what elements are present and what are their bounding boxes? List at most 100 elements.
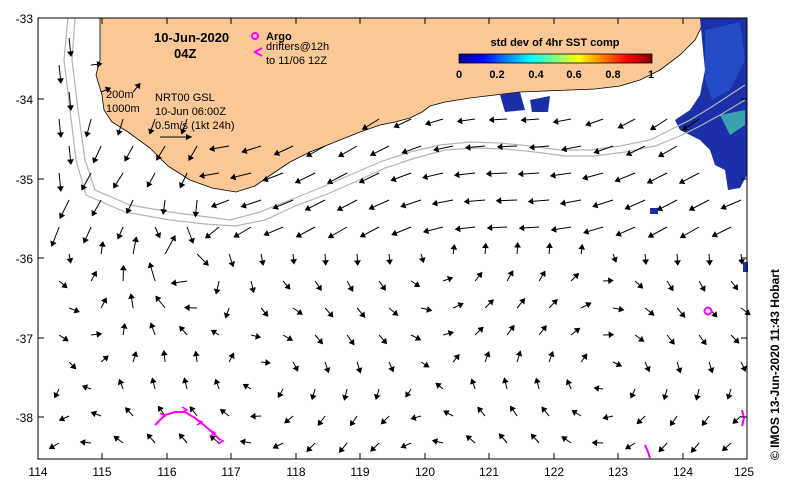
colorbar-title: std dev of 4hr SST comp <box>491 37 620 49</box>
current-arrowhead <box>120 322 128 329</box>
current-arrowhead <box>720 203 727 210</box>
current-arrowhead <box>410 414 417 421</box>
current-arrowhead <box>96 330 103 338</box>
map-time: 04Z <box>174 46 196 61</box>
current-arrowhead <box>228 261 235 268</box>
current-arrowhead <box>486 224 493 232</box>
product-name: NRT00 GSL <box>155 92 215 104</box>
current-arrowhead <box>514 242 521 248</box>
current-arrowhead <box>239 438 246 446</box>
current-arrowhead <box>315 284 322 291</box>
current-arrowhead <box>359 311 366 318</box>
current-arrowhead <box>323 367 331 374</box>
current-arrowhead <box>571 409 578 416</box>
x-tick-label: 124 <box>673 465 693 479</box>
current-arrowhead <box>179 325 186 333</box>
current-arrowhead <box>585 302 592 309</box>
current-arrowhead <box>67 51 74 57</box>
current-arrowhead <box>296 308 303 315</box>
current-arrowhead <box>675 367 683 374</box>
current-arrowhead <box>369 150 377 157</box>
current-arrowhead <box>592 201 599 209</box>
current-arrowhead <box>262 310 269 317</box>
current-arrowhead <box>262 175 269 183</box>
contour-200-label: 200m <box>106 89 134 101</box>
current-arrowhead <box>464 143 471 151</box>
map-date: 10-Jun-2020 <box>154 30 229 45</box>
current-arrowhead <box>104 86 112 93</box>
scale-arrowhead <box>186 134 192 140</box>
current-arrowhead <box>711 311 718 318</box>
current-arrowhead <box>465 435 473 442</box>
current-arrowhead <box>160 208 168 215</box>
current-arrowhead <box>405 391 412 398</box>
current-arrowhead <box>546 242 553 249</box>
colorbar-ticks: 0 0.2 0.4 0.6 0.8 1 <box>456 69 654 81</box>
current-arrowhead <box>431 438 439 445</box>
current-arrowhead <box>306 151 313 157</box>
current-arrowhead <box>688 204 696 211</box>
current-arrowhead <box>561 436 568 443</box>
current-arrowhead <box>470 378 477 385</box>
current-arrowhead <box>327 232 335 239</box>
current-arrowhead <box>198 172 205 179</box>
current-arrowhead <box>210 329 218 336</box>
current-arrowhead <box>370 445 377 452</box>
current-arrowhead <box>66 257 74 264</box>
current-arrowhead <box>401 148 408 155</box>
current-arrowhead <box>583 228 590 235</box>
current-arrowhead <box>134 82 141 90</box>
current-arrowhead <box>180 128 187 135</box>
current-arrowhead <box>349 419 356 427</box>
current-arrowhead <box>457 302 464 309</box>
colorbar-tick: 0.2 <box>489 69 504 81</box>
current-arrowhead <box>487 299 494 306</box>
current-arrowhead <box>527 197 534 205</box>
current-arrowhead <box>150 377 157 384</box>
current-arrowhead <box>326 178 334 185</box>
current-arrowhead <box>53 391 60 399</box>
y-tick-label: -37 <box>16 332 34 346</box>
current-arrowhead <box>488 116 495 124</box>
current-arrowhead <box>380 337 388 345</box>
current-arrowhead <box>585 120 592 127</box>
current-arrowhead <box>642 259 649 265</box>
current-arrowhead <box>119 264 127 271</box>
argo-legend-icon <box>251 32 259 40</box>
current-arrowhead <box>79 439 86 446</box>
current-arrowhead <box>608 277 614 285</box>
current-arrowhead <box>254 332 262 340</box>
current-arrowhead <box>552 118 559 125</box>
current-arrowhead <box>189 406 196 413</box>
current-arrowhead <box>146 433 153 440</box>
current-arrowhead <box>608 331 615 339</box>
plot-frame <box>37 17 748 460</box>
current-arrowhead <box>414 334 422 341</box>
current-arrowhead <box>463 197 470 205</box>
current-arrowhead <box>182 377 189 384</box>
current-arrowhead <box>202 259 209 266</box>
current-arrowhead <box>515 350 523 357</box>
current-arrowhead <box>84 131 91 138</box>
current-arrowhead <box>272 442 279 449</box>
current-arrowhead <box>582 174 589 181</box>
current-arrowhead <box>732 417 739 424</box>
current-arrowhead <box>602 413 609 421</box>
current-arrowhead <box>241 147 248 154</box>
current-arrowhead <box>561 145 568 153</box>
current-arrowhead <box>446 276 454 283</box>
current-arrowhead <box>250 412 256 420</box>
current-arrowhead <box>550 225 557 233</box>
current-arrowhead <box>390 175 397 183</box>
current-arrowhead <box>433 145 440 153</box>
current-arrowhead <box>223 312 231 319</box>
current-arrowhead <box>146 181 153 188</box>
y-axis-labels: -33 -34 -35 -36 -37 -38 <box>16 12 34 425</box>
x-tick-label: 116 <box>157 465 176 479</box>
current-arrowhead <box>740 365 747 372</box>
current-arrowhead <box>669 419 676 427</box>
credit-text: © IMOS 13-Jun-2020 11:43 Hobart <box>768 269 782 460</box>
current-arrowhead <box>233 231 240 238</box>
current-arrowhead <box>358 177 366 184</box>
